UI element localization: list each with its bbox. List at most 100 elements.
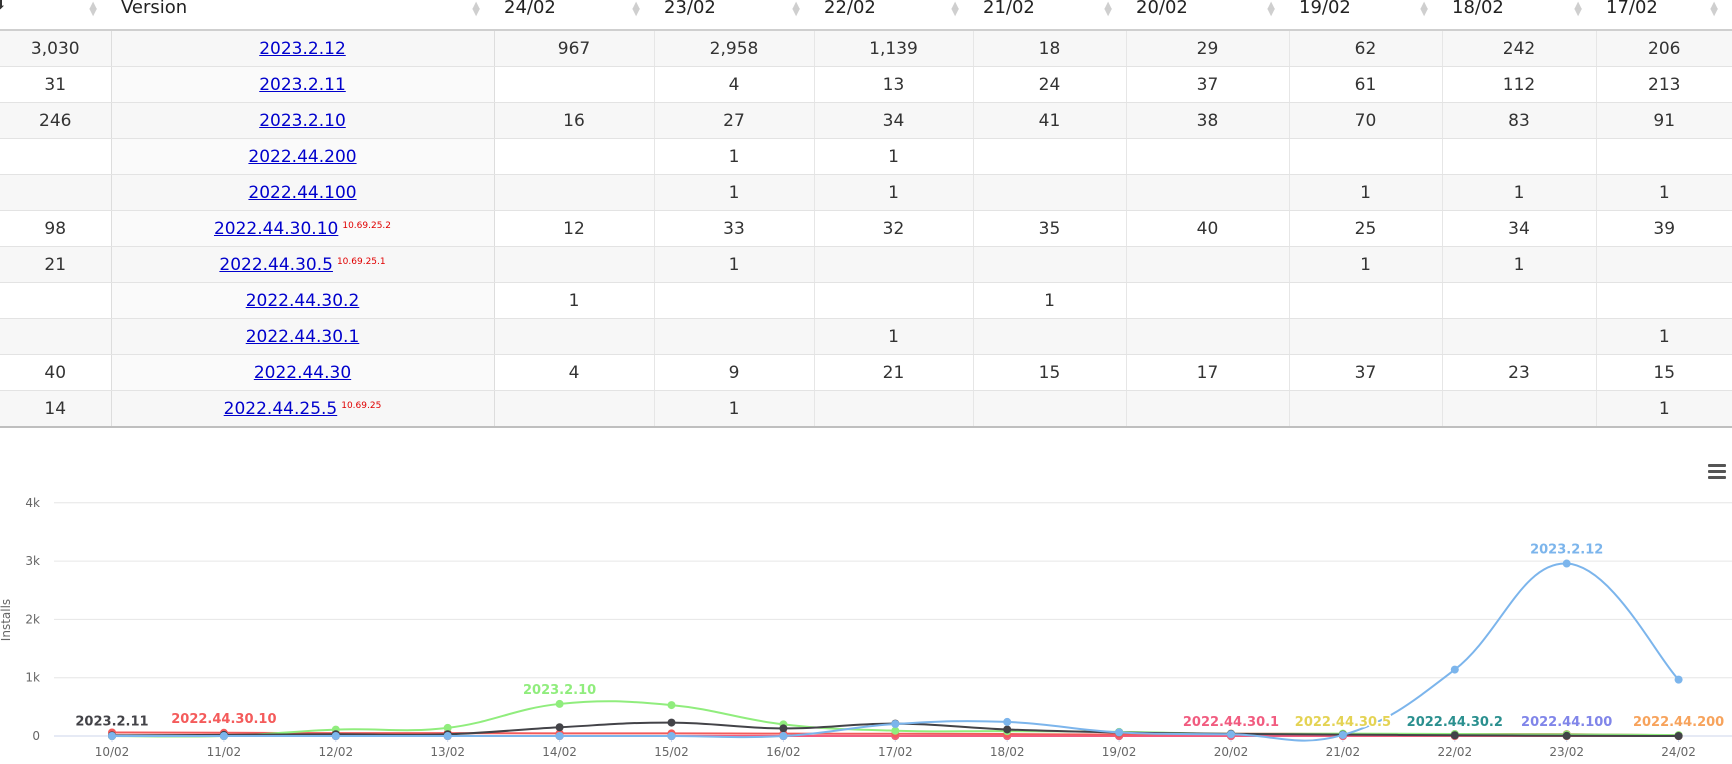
column-header-label: 23/02 (664, 0, 716, 18)
count-cell (493, 66, 654, 103)
data-point (1338, 730, 1347, 739)
count-cell (972, 246, 1126, 283)
count-cell: 16 (493, 102, 654, 139)
sort-icon[interactable]: ▲ ▼ (951, 0, 959, 18)
version-link[interactable]: 2023.2.10 (259, 110, 346, 131)
column-header[interactable]: Version ▲ ▼ (111, 0, 494, 31)
version-cell: 2022.44.30.5 10.69.25.1 (110, 246, 495, 283)
version-link[interactable]: 2022.44.30.5 (219, 254, 333, 275)
count-cell: 1 (813, 174, 973, 211)
count-cell (813, 246, 973, 283)
count-cell: 12 (493, 210, 654, 247)
count-cell (1595, 138, 1732, 175)
data-point (891, 726, 900, 735)
version-cell: 2023.2.12 (110, 30, 495, 67)
column-header[interactable]: 23/02 ▲ ▼ (654, 0, 814, 31)
data-point (443, 723, 452, 732)
count-cell: 34 (1441, 210, 1596, 247)
count-cell: 1 (1595, 318, 1732, 355)
sort-icon[interactable]: ▲ ▼ (1574, 0, 1582, 18)
x-tick-label: 15/02 (654, 745, 689, 759)
version-cell: 2022.44.30 (110, 354, 495, 391)
series-data-label: 2022.44.100 (1521, 715, 1612, 730)
column-header[interactable]: 21/02 ▲ ▼ (973, 0, 1126, 31)
series-data-label: 2022.44.30.10 (171, 712, 276, 727)
count-cell: 41 (972, 102, 1126, 139)
download-icon[interactable]: ⬇ (0, 0, 7, 13)
table-row: 21 2022.44.30.5 10.69.25.1 1 1 1 (0, 246, 1732, 283)
data-point (331, 732, 340, 740)
sort-icon[interactable]: ▲ ▼ (1420, 0, 1428, 18)
version-link[interactable]: 2022.44.30.10 (213, 218, 339, 239)
version-link[interactable]: 2022.44.30.1 (245, 326, 360, 347)
count-cell (972, 138, 1126, 175)
count-cell (972, 174, 1126, 211)
total-cell: 14 (0, 390, 111, 428)
count-cell: 33 (653, 210, 814, 247)
count-cell: 4 (653, 66, 814, 103)
column-header[interactable]: 22/02 ▲ ▼ (814, 0, 973, 31)
version-cell: 2022.44.30.1 (110, 318, 495, 355)
x-tick-label: 22/02 (1438, 745, 1473, 759)
version-link[interactable]: 2023.2.11 (259, 74, 346, 95)
download-column-header[interactable]: ⬇ ▲ ▼ (0, 0, 111, 31)
table-row: 40 2022.44.30 4 9 21 15 17 37 23 15 (0, 354, 1732, 391)
version-link[interactable]: 2022.44.100 (248, 182, 357, 203)
chart-menu-icon[interactable] (1708, 464, 1726, 482)
sort-icon[interactable]: ▲ ▼ (1267, 0, 1275, 18)
column-header-label: 19/02 (1299, 0, 1351, 18)
sort-icon[interactable]: ▲ ▼ (792, 0, 800, 18)
version-link[interactable]: 2022.44.200 (248, 146, 357, 167)
count-cell (1288, 390, 1442, 428)
count-cell: 32 (813, 210, 973, 247)
data-point (1562, 731, 1571, 740)
version-link[interactable]: 2023.2.12 (259, 38, 346, 59)
count-cell: 1 (1441, 246, 1596, 283)
version-cell: 2022.44.200 (110, 138, 495, 175)
version-link[interactable]: 2022.44.30 (253, 362, 352, 383)
y-axis-label: Installs (0, 599, 13, 641)
x-tick-label: 16/02 (766, 745, 801, 759)
sort-icon[interactable]: ▲ ▼ (632, 0, 640, 18)
data-point (779, 732, 788, 740)
count-cell (1441, 138, 1596, 175)
count-cell: 206 (1595, 30, 1732, 67)
total-cell (0, 318, 111, 355)
count-cell: 23 (1441, 354, 1596, 391)
total-cell: 98 (0, 210, 111, 247)
sort-icon[interactable]: ▲ ▼ (1104, 0, 1112, 18)
count-cell (1125, 138, 1289, 175)
data-point (667, 718, 676, 727)
column-header[interactable]: 20/02 ▲ ▼ (1126, 0, 1289, 31)
total-cell: 31 (0, 66, 111, 103)
version-link[interactable]: 2022.44.25.5 (223, 398, 338, 419)
table-header-row: ⬇ ▲ ▼ Version ▲ ▼ 24/02 ▲ ▼ 23/02 ▲ ▼ 22/02 ▲ ▼ 21/02 ▲ ▼… (0, 0, 1732, 31)
count-cell: 1 (1595, 174, 1732, 211)
count-cell (1441, 282, 1596, 319)
column-header[interactable]: 18/02 ▲ ▼ (1442, 0, 1596, 31)
total-cell (0, 138, 111, 175)
version-cell: 2023.2.10 (110, 102, 495, 139)
count-cell: 4 (493, 354, 654, 391)
data-point (555, 723, 564, 732)
table-row: 2022.44.30.1 1 1 (0, 318, 1732, 355)
count-cell: 18 (972, 30, 1126, 67)
column-header[interactable]: 19/02 ▲ ▼ (1289, 0, 1442, 31)
sort-icon[interactable]: ▲ ▼ (89, 0, 97, 18)
column-header[interactable]: 24/02 ▲ ▼ (494, 0, 654, 31)
y-tick-label: 2k (25, 612, 40, 626)
count-cell: 25 (1288, 210, 1442, 247)
count-cell (1595, 246, 1732, 283)
count-cell (493, 138, 654, 175)
count-cell: 29 (1125, 30, 1289, 67)
x-tick-label: 13/02 (430, 745, 465, 759)
sort-icon[interactable]: ▲ ▼ (472, 0, 480, 18)
series-data-label: 2022.44.30.2 (1407, 715, 1503, 730)
column-header[interactable]: 17/02 ▲ ▼ (1596, 0, 1732, 31)
count-cell: 1 (1595, 390, 1732, 428)
column-header-label: 24/02 (504, 0, 556, 18)
count-cell: 34 (813, 102, 973, 139)
count-cell (1595, 282, 1732, 319)
sort-icon[interactable]: ▲ ▼ (1710, 0, 1718, 18)
version-link[interactable]: 2022.44.30.2 (245, 290, 360, 311)
